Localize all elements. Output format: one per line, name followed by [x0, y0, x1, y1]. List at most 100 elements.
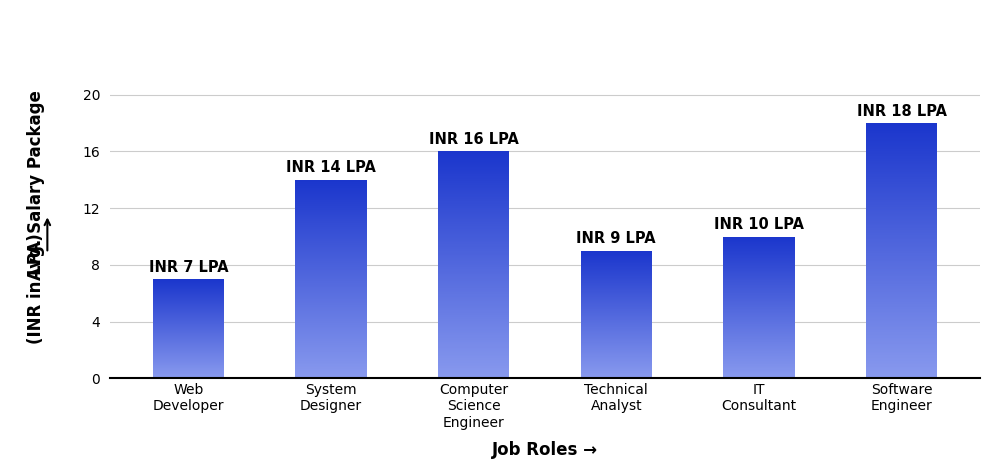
Bar: [438, 338, 509, 339]
Bar: [581, 345, 652, 346]
Bar: [866, 321, 937, 322]
Bar: [295, 350, 367, 351]
Bar: [866, 317, 937, 318]
Bar: [581, 347, 652, 348]
Bar: [153, 300, 224, 301]
Bar: [295, 275, 367, 276]
Bar: [723, 331, 795, 332]
Bar: [723, 298, 795, 299]
Bar: [295, 301, 367, 302]
Bar: [866, 123, 937, 124]
Bar: [295, 303, 367, 304]
Bar: [295, 248, 367, 249]
Bar: [153, 312, 224, 313]
Bar: [295, 274, 367, 275]
Text: INR 7 LPA: INR 7 LPA: [149, 260, 228, 275]
Bar: [581, 269, 652, 270]
Bar: [438, 355, 509, 356]
Bar: [866, 168, 937, 169]
Bar: [438, 342, 509, 343]
Bar: [866, 288, 937, 289]
Bar: [581, 334, 652, 335]
Bar: [438, 332, 509, 333]
Bar: [723, 376, 795, 377]
Bar: [153, 284, 224, 285]
Bar: [581, 294, 652, 295]
Bar: [153, 317, 224, 318]
Bar: [153, 356, 224, 357]
Bar: [295, 349, 367, 350]
Bar: [581, 255, 652, 256]
Bar: [581, 274, 652, 275]
Bar: [295, 273, 367, 274]
Bar: [866, 366, 937, 367]
Bar: [723, 316, 795, 317]
Bar: [295, 351, 367, 352]
Bar: [295, 254, 367, 255]
Bar: [295, 251, 367, 252]
Bar: [723, 297, 795, 298]
Bar: [295, 190, 367, 191]
Bar: [438, 350, 509, 351]
Bar: [295, 265, 367, 266]
Bar: [438, 365, 509, 366]
Bar: [153, 328, 224, 329]
Bar: [581, 308, 652, 309]
Bar: [723, 294, 795, 295]
Bar: [723, 321, 795, 322]
Bar: [295, 278, 367, 279]
Bar: [581, 340, 652, 341]
Bar: [723, 258, 795, 259]
Bar: [295, 198, 367, 199]
Text: INR 18 LPA: INR 18 LPA: [857, 104, 947, 119]
Bar: [723, 319, 795, 320]
Bar: [866, 263, 937, 265]
Bar: [581, 300, 652, 301]
Bar: [866, 357, 937, 358]
Bar: [153, 292, 224, 293]
Bar: [723, 280, 795, 281]
Bar: [438, 199, 509, 200]
Bar: [723, 364, 795, 365]
Bar: [438, 190, 509, 191]
Bar: [438, 296, 509, 297]
Bar: [438, 194, 509, 196]
Bar: [581, 262, 652, 263]
Bar: [438, 248, 509, 249]
Bar: [295, 263, 367, 264]
Bar: [723, 315, 795, 316]
Bar: [866, 334, 937, 335]
Bar: [295, 272, 367, 273]
Bar: [295, 223, 367, 225]
Bar: [153, 280, 224, 281]
Bar: [153, 339, 224, 340]
Bar: [866, 360, 937, 362]
Bar: [153, 315, 224, 316]
Bar: [295, 313, 367, 314]
Bar: [153, 288, 224, 289]
Bar: [866, 242, 937, 243]
Bar: [866, 315, 937, 316]
Bar: [581, 251, 652, 252]
Bar: [295, 358, 367, 359]
Bar: [866, 327, 937, 329]
Bar: [723, 252, 795, 253]
Bar: [723, 358, 795, 359]
Bar: [295, 322, 367, 323]
Bar: [438, 210, 509, 211]
Bar: [866, 136, 937, 137]
Bar: [723, 259, 795, 260]
Bar: [295, 332, 367, 333]
Bar: [295, 277, 367, 278]
Bar: [866, 173, 937, 174]
Bar: [438, 362, 509, 364]
Bar: [438, 186, 509, 188]
Bar: [438, 224, 509, 225]
Bar: [866, 364, 937, 366]
Bar: [153, 309, 224, 310]
Bar: [866, 187, 937, 188]
Bar: [866, 211, 937, 212]
Bar: [295, 330, 367, 331]
Bar: [866, 256, 937, 257]
Bar: [438, 239, 509, 240]
